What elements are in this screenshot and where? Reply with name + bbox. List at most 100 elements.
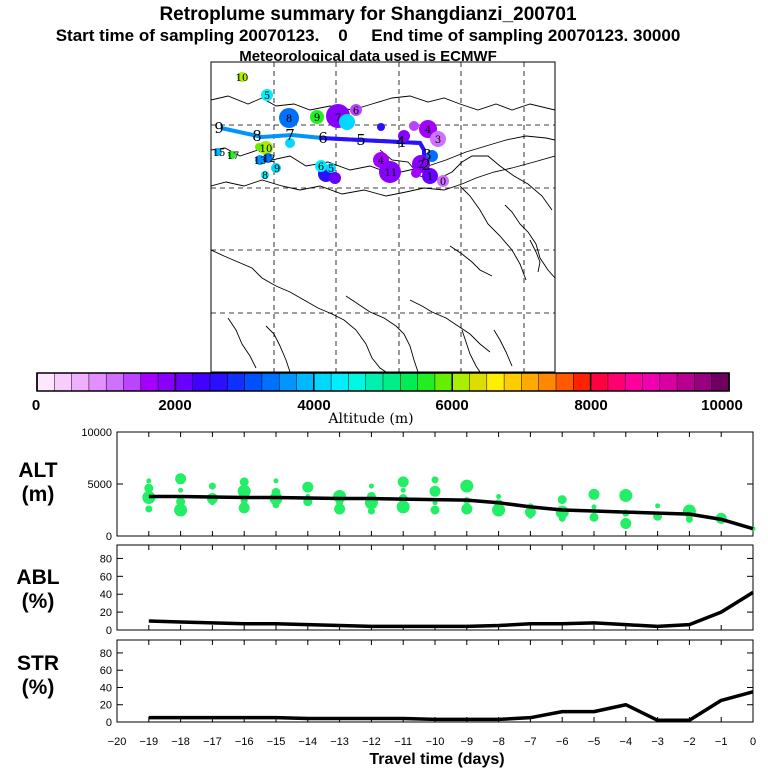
panel-labels: ALT (m) ABL (%) STR (%)	[16, 459, 59, 699]
colorbar-swatch	[624, 372, 644, 392]
traj-label: 9	[214, 119, 224, 137]
map-content: 9 8 7 6 5 4 3 2 10 5 8 9 7 6 4 3 2 1 0	[211, 62, 555, 372]
x-tick-label: −3	[651, 736, 664, 748]
map-cluster-circle	[326, 163, 336, 173]
alt-cluster-point	[461, 503, 473, 515]
alt-cluster-point	[238, 502, 250, 514]
map-cluster-circle	[271, 163, 281, 173]
traj-label: 4	[396, 133, 406, 151]
alt-cluster-point	[396, 500, 410, 514]
map-cluster-circle	[279, 108, 299, 128]
colorbar-swatch	[123, 372, 142, 392]
colorbar-swatch	[227, 372, 246, 392]
colorbar-swatch	[434, 372, 453, 392]
str-series-line	[148, 690, 754, 723]
map-cluster-circle	[422, 168, 438, 184]
cluster-label: 3	[435, 135, 441, 146]
cluster-label: 4	[378, 156, 384, 167]
cluster-label: 0	[440, 177, 446, 188]
str-unit: (%)	[22, 676, 55, 699]
colorbar-swatch	[36, 372, 55, 392]
x-tick-label: −14	[298, 736, 317, 748]
traj-label: 6	[318, 129, 328, 147]
x-tick-label: −12	[362, 736, 381, 748]
mean-trajectory-late	[319, 136, 426, 162]
cluster-label: 10	[260, 144, 273, 155]
x-tick-label: −8	[492, 736, 505, 748]
alt-cluster-point	[368, 483, 374, 489]
colorbar-swatch	[486, 372, 505, 392]
y-tick-label: 0	[106, 625, 112, 637]
alt-cluster-point	[334, 503, 346, 515]
y-tick-label: 60	[100, 571, 112, 583]
cluster-label: 2	[418, 160, 424, 171]
map-frame	[210, 61, 556, 373]
colorbar-swatch	[140, 372, 159, 392]
str-label: STR	[17, 652, 59, 675]
alt-cluster-point	[492, 503, 506, 517]
map-cluster-circle	[350, 104, 362, 116]
colorbar-tick: 8000	[574, 397, 607, 414]
colorbar-tick-labels: 0 2000 4000 6000 8000 10000	[32, 397, 743, 414]
cluster-label: 10	[236, 73, 249, 84]
abl-panel-frame	[116, 544, 754, 631]
map-cluster-labels: 10 5 8 9 7 6 4 3 2 1 0 15 17 13 12 8 9 1…	[213, 73, 447, 188]
x-tick-label: −19	[139, 736, 158, 748]
alt-cluster-point	[237, 484, 251, 498]
x-tick-label: −7	[524, 736, 537, 748]
alt-cluster-point	[589, 512, 599, 522]
alt-cluster-point	[273, 478, 279, 484]
y-tick-label: 40	[100, 589, 112, 601]
map-cluster-circle	[228, 151, 236, 159]
map-cluster-circle	[261, 89, 273, 101]
alt-cluster-point	[619, 488, 633, 502]
alt-cluster-point	[178, 487, 184, 493]
map-cluster-circle	[409, 121, 419, 131]
y-tick-label: 80	[100, 648, 112, 660]
colorbar-swatch	[278, 372, 298, 392]
traj-label: 7	[285, 126, 295, 144]
colorbar-swatch	[244, 372, 263, 392]
y-tick-label: 20	[100, 607, 112, 619]
map-cluster-circle	[426, 150, 438, 162]
colorbar-label: Altitude (m)	[327, 411, 413, 427]
cluster-label: 15	[213, 148, 226, 159]
traj-label: 2	[421, 156, 431, 174]
map-cluster-circle	[379, 161, 401, 183]
alt-unit: (m)	[22, 483, 55, 506]
abl-label: ABL	[16, 566, 59, 589]
alt-cluster-point	[174, 503, 188, 517]
x-tick-label: −16	[235, 736, 254, 748]
colorbar-swatch	[54, 372, 73, 392]
altitude-colorbar	[36, 372, 730, 392]
alt-cluster-point	[429, 485, 441, 497]
x-tick-label: −18	[171, 736, 190, 748]
x-tick-label: −1	[715, 736, 728, 748]
cluster-label: 12	[263, 154, 276, 165]
colorbar-swatch	[71, 372, 90, 392]
map-cluster-circle	[261, 171, 269, 179]
map-cluster-circle	[437, 175, 449, 187]
x-tick-label: −10	[426, 736, 445, 748]
map-cluster-circle	[214, 148, 222, 156]
map-trajectory-labels: 9 8 7 6 5 4 3 2	[214, 119, 432, 174]
alt-cluster-point	[685, 515, 693, 523]
title-line-3: Meteorological data used is ECMWF	[239, 48, 497, 65]
alt-cluster-point	[557, 495, 567, 505]
colorbar-swatch	[209, 372, 228, 392]
colorbar-swatch	[192, 372, 211, 392]
alt-cluster-point	[524, 506, 536, 518]
cluster-label: 9	[314, 113, 320, 124]
colorbar-tick: 10000	[701, 397, 743, 414]
alt-cluster-point	[367, 507, 375, 515]
map-cluster-circle	[255, 155, 265, 165]
map-cluster-circle	[430, 131, 446, 147]
y-tick-label: 5000	[88, 479, 112, 491]
colorbar-swatch	[469, 372, 488, 392]
alt-cluster-point	[146, 478, 152, 484]
colorbar-swatch	[157, 372, 177, 392]
cluster-label: 5	[328, 164, 334, 175]
alt-cluster-point	[145, 505, 153, 513]
colorbar-swatch	[590, 372, 609, 392]
